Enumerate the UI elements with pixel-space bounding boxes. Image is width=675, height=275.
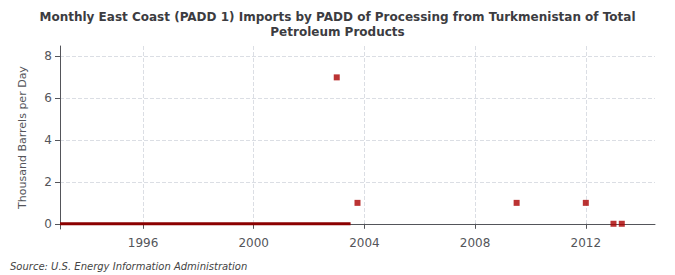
svg-text:1996: 1996	[128, 236, 159, 250]
svg-text:0: 0	[44, 217, 52, 231]
svg-text:Source: U.S. Energy Informatio: Source: U.S. Energy Information Administ…	[10, 261, 247, 272]
svg-text:2008: 2008	[460, 236, 491, 250]
svg-text:2004: 2004	[349, 236, 380, 250]
svg-text:Monthly East Coast (PADD 1) Im: Monthly East Coast (PADD 1) Imports by P…	[39, 10, 635, 24]
svg-text:Thousand Barrels per Day: Thousand Barrels per Day	[16, 66, 29, 210]
svg-text:8: 8	[44, 49, 52, 63]
svg-text:Petroleum Products: Petroleum Products	[270, 25, 404, 39]
svg-text:2: 2	[44, 175, 52, 189]
svg-text:2012: 2012	[571, 236, 602, 250]
svg-text:6: 6	[44, 91, 52, 105]
svg-text:4: 4	[44, 133, 52, 147]
svg-text:2000: 2000	[238, 236, 269, 250]
